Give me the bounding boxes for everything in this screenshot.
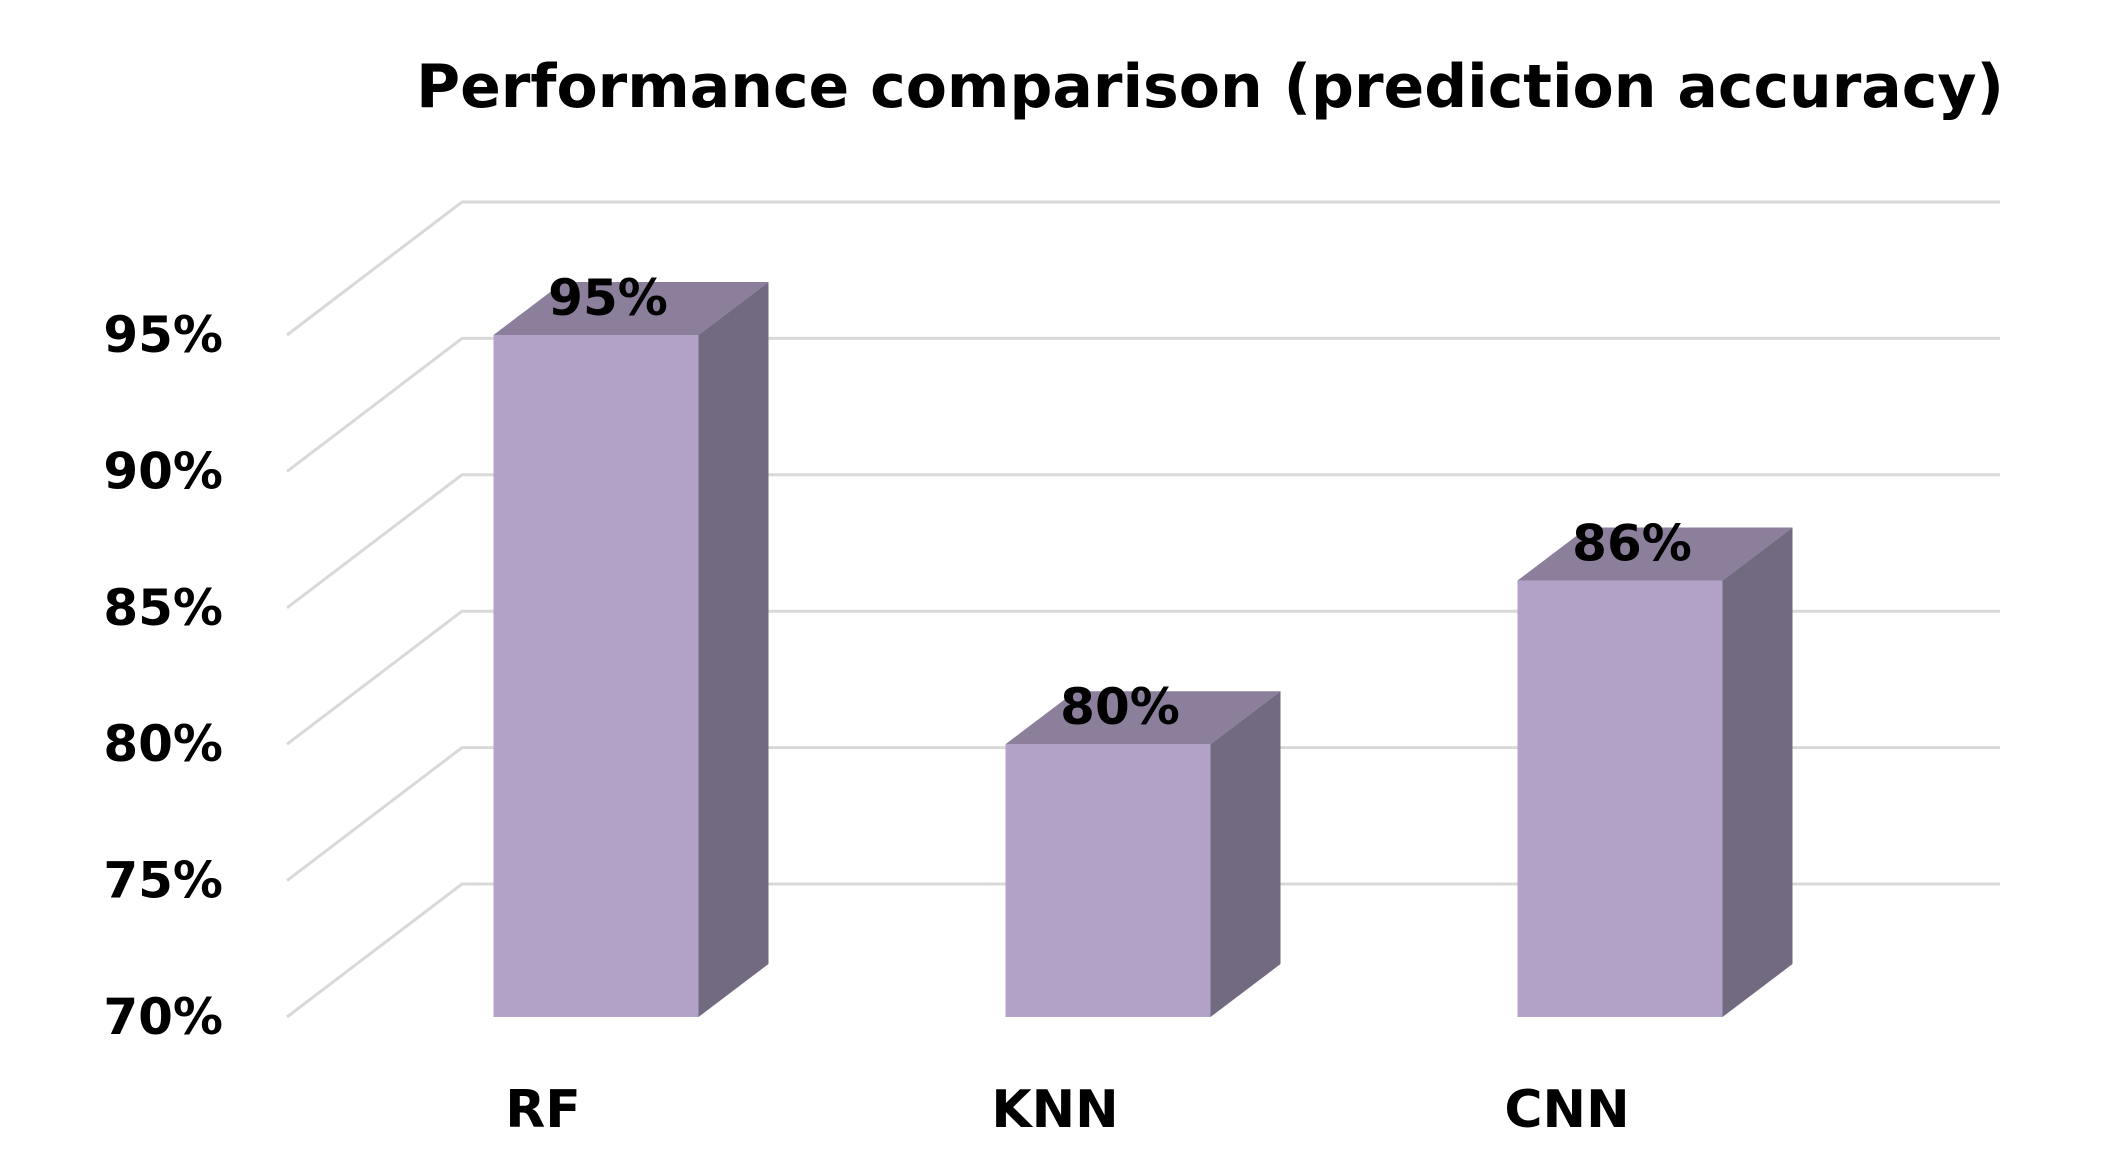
bar-side-face <box>698 282 769 1017</box>
x-category-label: CNN <box>1504 1080 1629 1140</box>
chart-title: Performance comparison (prediction accur… <box>416 52 2004 122</box>
bar-top-face <box>1517 527 1793 581</box>
x-category-label: RF <box>505 1080 581 1140</box>
x-category-label: KNN <box>991 1080 1118 1140</box>
bar-front-face <box>1517 580 1723 1017</box>
bar-rf <box>493 282 769 1017</box>
bar-side-face <box>1722 527 1793 1017</box>
y-tick-label: 90% <box>103 442 223 500</box>
bar-front-face <box>1005 744 1211 1017</box>
bar-cnn <box>1517 527 1793 1017</box>
bar-knn <box>1005 691 1281 1017</box>
y-axis-ticks: 70% 75% 80% 85% 90% 95% <box>103 306 223 1046</box>
x-axis-categories: RF KNN CNN <box>505 1080 1629 1140</box>
gridline <box>286 200 2000 337</box>
gridlines <box>286 200 2000 1019</box>
gridline <box>286 336 2000 473</box>
gridline <box>286 473 2000 609</box>
bar-top-face <box>1005 691 1281 745</box>
data-label: 80% <box>1060 678 1180 736</box>
bar-side-face <box>1210 691 1281 1017</box>
y-tick-label: 85% <box>103 579 223 637</box>
data-label: 95% <box>548 269 668 327</box>
bars <box>493 282 1793 1017</box>
gridline <box>286 609 2000 746</box>
y-tick-label: 95% <box>103 306 223 364</box>
gridline <box>286 882 2000 1019</box>
y-tick-label: 80% <box>103 715 223 773</box>
gridline <box>286 746 2000 882</box>
data-label: 86% <box>1572 515 1692 573</box>
bar-front-face <box>493 335 699 1017</box>
y-tick-label: 70% <box>103 988 223 1046</box>
data-labels: 95% 80% 86% <box>548 269 1692 736</box>
bar-top-face <box>493 282 769 335</box>
y-tick-label: 75% <box>103 852 223 910</box>
